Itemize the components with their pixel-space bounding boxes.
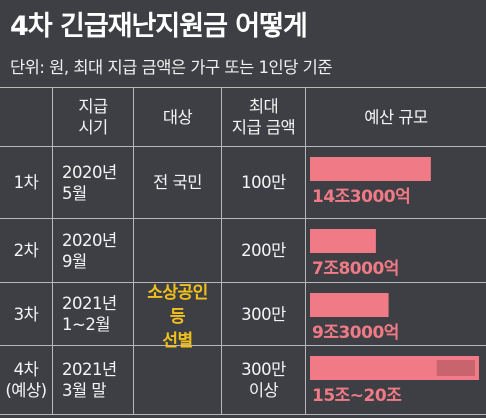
max-amount-2: 200만 <box>222 219 305 282</box>
table-bottom-border <box>0 414 486 415</box>
table-top-border <box>0 87 486 88</box>
row-divider-2 <box>0 282 486 283</box>
timing-3: 2021년 1~2월 <box>62 283 133 345</box>
timing-2: 2020년 9월 <box>62 219 133 282</box>
round-3-label: 3차 <box>13 304 39 324</box>
timing-1-label: 2020년 5월 <box>62 162 117 203</box>
timing-4-label: 2021년 3월 말 <box>62 360 117 400</box>
header-max-amount-label: 최대 지급 금액 <box>231 97 296 137</box>
target-1-label: 전 국민 <box>153 173 202 192</box>
timing-4: 2021년 3월 말 <box>62 346 133 414</box>
page-title: 4차 긴급재난지원금 어떻게 <box>10 11 308 42</box>
header-divider <box>0 146 486 147</box>
header-target: 대상 <box>134 88 221 146</box>
round-4-label: 4차 (예상) <box>5 360 47 400</box>
budget-value-label-4: 15조~20조 <box>312 386 402 406</box>
row-divider-1 <box>0 218 486 219</box>
max-amount-1: 100만 <box>222 147 305 218</box>
round-2-label: 2차 <box>13 241 39 260</box>
col-divider-1 <box>52 87 53 414</box>
round-4: 4차 (예상) <box>0 346 52 414</box>
header-target-label: 대상 <box>162 107 193 127</box>
max-amount-3: 300만 <box>222 283 305 345</box>
max-amount-2-label: 200만 <box>241 241 286 260</box>
budget-value-label-2: 7조8000억 <box>312 259 399 279</box>
col-divider-2 <box>133 87 134 414</box>
max-amount-3-label: 300만 <box>241 304 286 324</box>
round-2: 2차 <box>0 219 52 282</box>
round-1: 1차 <box>0 147 52 218</box>
round-3: 3차 <box>0 283 52 345</box>
budget-bar-3 <box>310 293 389 317</box>
max-amount-4-label: 300만 이상 <box>241 360 286 400</box>
unit-note: 단위: 원, 최대 지급 금액은 가구 또는 1인당 기준 <box>10 58 333 77</box>
budget-bar-chart: 14조3000억 7조8000억 9조3000억 15조~20조 <box>310 157 479 406</box>
header-timing: 지급 시기 <box>53 88 133 146</box>
budget-bar-2 <box>310 229 376 253</box>
timing-3-label: 2021년 1~2월 <box>62 294 117 334</box>
budget-bar-1 <box>310 157 431 181</box>
target-rows-2-4-label: 소상공인 등 선별 <box>147 282 208 351</box>
timing-2-label: 2020년 9월 <box>62 230 117 271</box>
header-max-amount: 최대 지급 금액 <box>222 88 305 146</box>
budget-value-label-3: 9조3000억 <box>312 323 399 343</box>
budget-bar-range-4 <box>436 360 475 376</box>
target-1: 전 국민 <box>134 147 221 218</box>
col-divider-3 <box>221 87 222 414</box>
timing-1: 2020년 5월 <box>62 147 133 218</box>
header-budget-label: 예산 규모 <box>364 107 428 127</box>
row-divider-3 <box>0 345 486 346</box>
round-1-label: 1차 <box>13 173 39 192</box>
header-budget: 예산 규모 <box>306 88 486 146</box>
max-amount-4: 300만 이상 <box>222 346 305 414</box>
budget-value-label-1: 14조3000억 <box>312 187 410 207</box>
target-rows-2-4: 소상공인 등 선별 <box>134 219 221 414</box>
col-divider-4 <box>305 87 306 414</box>
max-amount-1-label: 100만 <box>241 173 286 192</box>
header-timing-label: 지급 시기 <box>78 97 108 137</box>
